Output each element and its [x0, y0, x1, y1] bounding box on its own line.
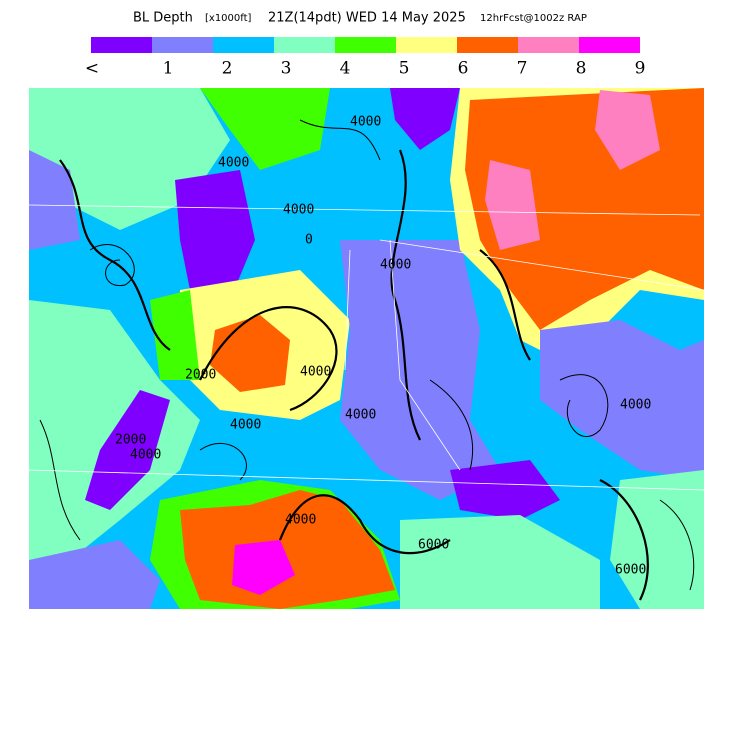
colorbar: <1 2 3 4 5 6 7 8 9 — [85, 37, 646, 79]
colorbar-swatch — [396, 37, 457, 53]
contour-label: 6000 — [418, 538, 449, 553]
colorbar-swatch — [152, 37, 213, 53]
forecast-info: 12hrFcst@1002z RAP — [480, 13, 587, 24]
colorbar-label: 8 — [576, 59, 587, 79]
colorbar-swatch — [457, 37, 518, 53]
colorbar-swatch — [213, 37, 274, 53]
region — [485, 160, 540, 250]
region — [540, 320, 704, 480]
colorbar-swatch — [518, 37, 579, 53]
contour-label: 4000 — [345, 408, 376, 423]
region — [595, 90, 660, 170]
colorbar-swatch — [274, 37, 335, 53]
colorbar-label: 2 — [222, 59, 233, 79]
region — [175, 170, 255, 300]
contour-label: 4000 — [350, 115, 381, 130]
colorbar-label: 1 — [163, 59, 174, 79]
colorbar-label: 3 — [281, 59, 292, 79]
map: 4000 4000 2000 4000 4000 4000 4000 2000 … — [28, 88, 705, 609]
region — [400, 515, 600, 609]
colorbar-label: 7 — [517, 59, 528, 79]
colorbar-label: 4 — [340, 59, 351, 79]
units: [x1000ft] — [205, 13, 252, 24]
contour-label: 4000 — [283, 203, 314, 218]
valid-time: 21Z(14pdt) WED 14 May 2025 — [268, 11, 466, 26]
contour-label: 4000 — [380, 258, 411, 273]
contour-label: 0 — [305, 233, 313, 248]
colorbar-label: 9 — [635, 59, 646, 79]
contour-label: 4000 — [300, 365, 331, 380]
colorbar-swatch — [579, 37, 640, 53]
colorbar-swatch — [335, 37, 396, 53]
contour-label: 2000 — [185, 368, 216, 383]
colorbar-label: < — [85, 59, 99, 79]
contour-label: 4000 — [230, 418, 261, 433]
colorbar-label: 5 — [399, 59, 410, 79]
contour-label: 6000 — [615, 563, 646, 578]
contour-label: 4000 — [285, 513, 316, 528]
region — [610, 470, 704, 609]
region — [390, 88, 460, 150]
title: BL Depth — [133, 11, 193, 26]
region — [29, 540, 160, 609]
contour-label: 4000 — [218, 156, 249, 171]
contour-label: 4000 — [620, 398, 651, 413]
region — [150, 290, 200, 380]
region — [85, 390, 170, 510]
region — [200, 88, 330, 170]
contour-label: 4000 — [130, 448, 161, 463]
region — [232, 540, 295, 595]
region — [340, 240, 500, 500]
contour-label: 2000 — [115, 433, 146, 448]
region — [450, 460, 560, 520]
region — [29, 150, 80, 250]
colorbar-swatch — [91, 37, 152, 53]
colorbar-label: 6 — [458, 59, 469, 79]
